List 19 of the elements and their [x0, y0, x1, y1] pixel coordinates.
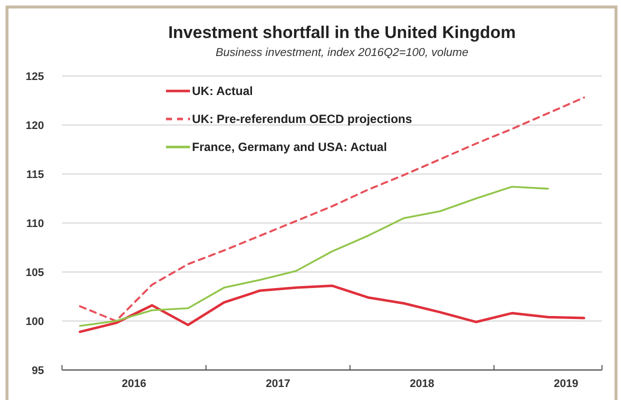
- line-series: [79, 96, 585, 322]
- line-series: [79, 186, 549, 327]
- x-tick-label: 2018: [410, 378, 434, 390]
- x-tick-label: 2016: [122, 378, 146, 390]
- legend-label: UK: Actual: [192, 84, 253, 98]
- x-tick-label: 2017: [266, 378, 290, 390]
- y-tick-label: 95: [32, 364, 44, 377]
- y-tick-label: 120: [26, 120, 44, 132]
- chart-title: Investment shortfall in the United Kingdom: [168, 23, 516, 42]
- legend-label: UK: Pre-referendum OECD projections: [192, 112, 412, 126]
- y-tick-label: 110: [26, 218, 44, 230]
- chart-subtitle: Business investment, index 2016Q2=100, volume: [216, 47, 468, 59]
- y-tick-label: 125: [26, 70, 44, 83]
- legend-label: France, Germany and USA: Actual: [192, 140, 387, 154]
- x-tick-label: 2019: [554, 378, 578, 390]
- y-tick-label: 115: [26, 168, 44, 181]
- line-series: [78, 284, 586, 334]
- y-tick-label: 100: [26, 316, 44, 328]
- y-tick-label: 105: [26, 266, 44, 279]
